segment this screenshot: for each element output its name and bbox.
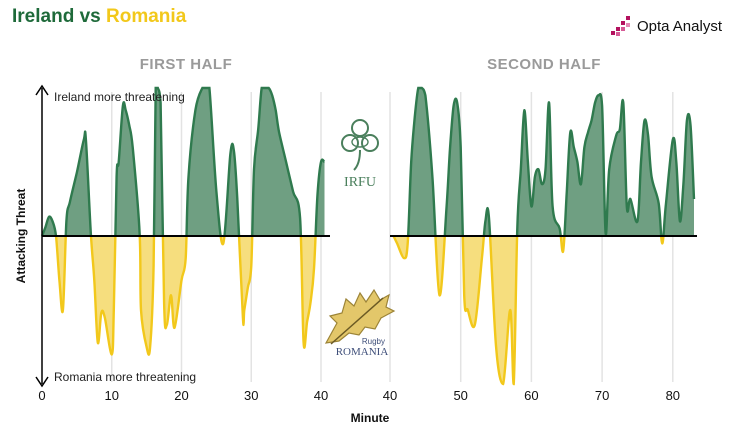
- threat-areas: [40, 86, 696, 386]
- romania-threat-line-1: [42, 236, 317, 356]
- ireland-threat-area-2: [393, 87, 694, 236]
- opta-bars-icon: [610, 16, 630, 36]
- chart-title: Ireland vs Romania: [12, 6, 186, 28]
- irfu-text: IRFU: [344, 175, 376, 190]
- x-tick-label-70: 70: [595, 388, 609, 403]
- ireland-threat-line-2: [393, 86, 696, 236]
- title-vs: vs: [79, 6, 101, 27]
- romania-rugby-logo: Rugby ROMANIA: [324, 288, 396, 358]
- x-tick-label-30: 30: [244, 388, 258, 403]
- annotation-romania-more-threatening: Romania more threatening: [54, 370, 196, 384]
- x-axis-title: Minute: [351, 411, 390, 425]
- y-axis-arrow: [35, 84, 49, 388]
- first-half-label: FIRST HALF: [140, 56, 233, 73]
- romania-text: ROMANIA: [336, 346, 389, 358]
- irfu-logo: IRFU: [341, 119, 379, 190]
- y-axis-title: Attacking Threat: [14, 189, 28, 284]
- opta-analyst-brand: Opta Analyst: [610, 14, 722, 38]
- romania-threat-area-2: [393, 236, 694, 384]
- second-half-label: SECOND HALF: [487, 56, 601, 73]
- ireland-threat-area-1: [42, 87, 325, 236]
- brand-name: Opta Analyst: [636, 17, 722, 35]
- x-tick-label-60: 60: [524, 388, 538, 403]
- title-team-romania: Romania: [106, 6, 187, 27]
- ireland-threat-line-1: [40, 86, 326, 236]
- annotation-ireland-more-threatening: Ireland more threatening: [54, 90, 185, 104]
- x-tick-label-20: 20: [174, 388, 188, 403]
- romania-rugby-small-text: Rugby: [362, 337, 385, 346]
- x-tick-label-10: 10: [105, 388, 119, 403]
- x-tick-label-40: 40: [314, 388, 328, 403]
- x-tick-label-40: 40: [383, 388, 397, 403]
- x-tick-label-0: 0: [38, 388, 45, 403]
- x-axis-ticks: 0 10 20 30 40 40 50 60 70 80: [38, 388, 680, 403]
- axes: [35, 84, 697, 388]
- x-tick-label-50: 50: [453, 388, 467, 403]
- title-team-ireland: Ireland: [12, 6, 75, 27]
- x-tick-label-80: 80: [666, 388, 680, 403]
